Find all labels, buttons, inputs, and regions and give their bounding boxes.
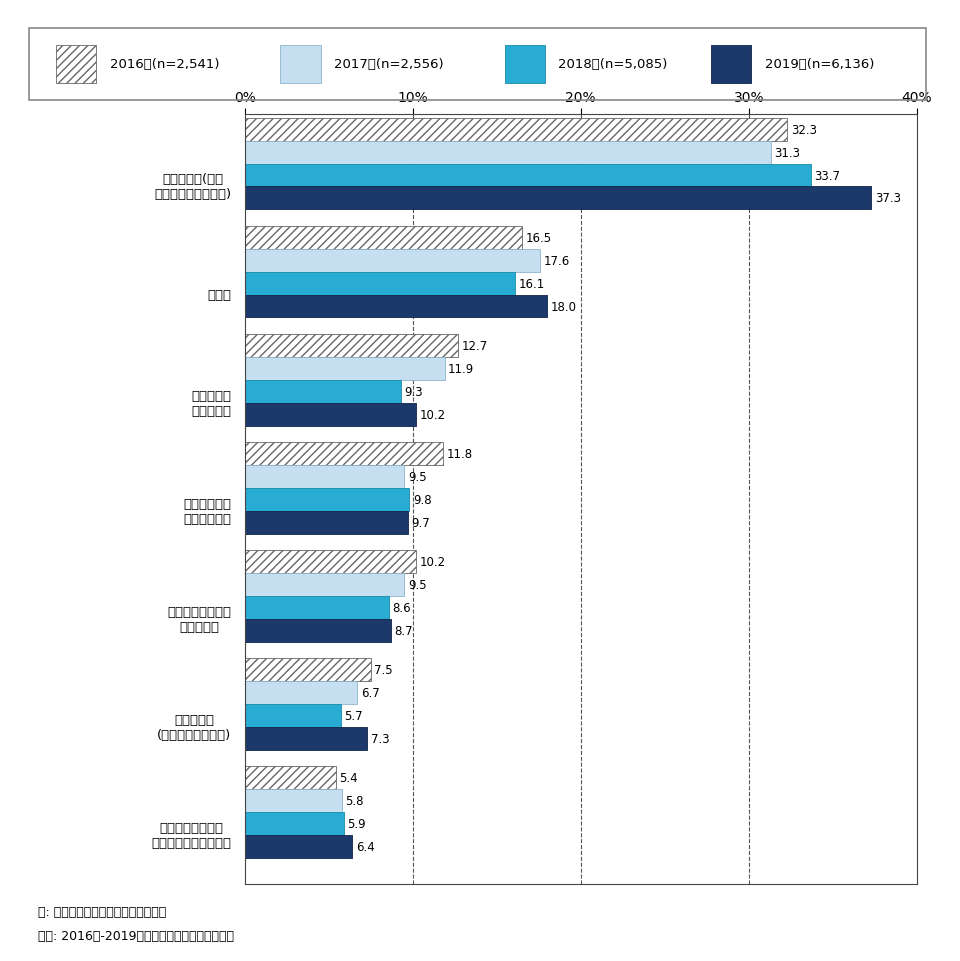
Text: 8.7: 8.7 [395, 624, 413, 637]
Text: 31.3: 31.3 [774, 146, 800, 160]
Text: 10.2: 10.2 [420, 408, 445, 421]
Text: 9.3: 9.3 [404, 385, 423, 398]
Text: 16.5: 16.5 [525, 232, 551, 244]
FancyBboxPatch shape [505, 46, 545, 84]
Bar [245, 465, 404, 488]
Bar [245, 295, 547, 318]
Bar [245, 596, 390, 619]
Bar [245, 488, 410, 511]
Text: 11.8: 11.8 [446, 448, 472, 460]
Text: 16.1: 16.1 [518, 278, 545, 290]
Text: 2018年(n=5,085): 2018年(n=5,085) [559, 59, 668, 71]
Text: 10.2: 10.2 [420, 555, 445, 568]
Bar [245, 727, 368, 750]
Bar [245, 141, 771, 164]
Bar [245, 704, 341, 727]
Text: 12.7: 12.7 [462, 339, 488, 353]
Bar [245, 658, 371, 681]
Bar [245, 164, 811, 187]
Text: 家族や友人と同じ
携帯電話事業者にする: 家族や友人と同じ 携帯電話事業者にする [152, 821, 231, 849]
Bar [245, 574, 404, 596]
Bar [245, 766, 336, 789]
Bar [245, 511, 408, 534]
Text: 6.4: 6.4 [355, 840, 374, 853]
Text: 5.9: 5.9 [348, 817, 366, 830]
Bar [245, 118, 787, 141]
Text: 出所: 2016年-2019年一般向けモバイル動向調査: 出所: 2016年-2019年一般向けモバイル動向調査 [38, 929, 234, 943]
Bar [245, 187, 872, 210]
Bar [245, 404, 416, 426]
Text: スマートフォンが
欲しかった: スマートフォンが 欲しかった [167, 605, 231, 633]
Text: 9.5: 9.5 [408, 470, 426, 483]
FancyBboxPatch shape [280, 46, 321, 84]
Bar [245, 334, 458, 357]
Text: 8.6: 8.6 [393, 602, 411, 614]
FancyBboxPatch shape [56, 46, 96, 84]
Text: 端末の汚れや
キズが増えた: 端末の汚れや キズが増えた [183, 497, 231, 525]
Text: 9.8: 9.8 [413, 493, 431, 506]
Text: 2017年(n=2,556): 2017年(n=2,556) [334, 59, 444, 71]
Text: 17.6: 17.6 [543, 255, 570, 267]
Text: 新モデルが
発売された: 新モデルが 発売された [191, 389, 231, 417]
Text: 注: スマホ・ケータイ所有者が回答。: 注: スマホ・ケータイ所有者が回答。 [38, 905, 167, 919]
Text: 37.3: 37.3 [875, 192, 900, 206]
Text: 5.4: 5.4 [339, 772, 357, 784]
Text: 32.3: 32.3 [791, 124, 817, 136]
Text: 7.3: 7.3 [371, 732, 390, 745]
Text: 5.7: 5.7 [344, 709, 363, 722]
Text: 2016年(n=2,541): 2016年(n=2,541) [109, 59, 219, 71]
Bar [245, 789, 342, 812]
Bar [245, 835, 352, 858]
Bar [245, 381, 401, 404]
Bar [245, 272, 516, 295]
Text: 価格面から
(ポイント利用など): 価格面から (ポイント利用など) [157, 713, 231, 741]
Text: 電池の劣化(長い
時間もたなくなった): 電池の劣化(長い 時間もたなくなった) [155, 173, 231, 201]
Bar [245, 357, 444, 381]
Bar [245, 681, 357, 704]
Bar [245, 551, 416, 574]
FancyBboxPatch shape [711, 46, 752, 84]
Text: 9.5: 9.5 [408, 579, 426, 591]
Bar [245, 250, 540, 272]
Text: 33.7: 33.7 [814, 169, 840, 183]
Text: 2019年(n=6,136): 2019年(n=6,136) [765, 59, 875, 71]
Text: 18.0: 18.0 [550, 300, 577, 313]
Text: 壊れた: 壊れた [207, 288, 231, 302]
Text: 5.8: 5.8 [346, 794, 364, 807]
Bar [245, 442, 444, 465]
Text: 7.5: 7.5 [374, 663, 393, 677]
Bar [245, 812, 344, 835]
Text: 9.7: 9.7 [411, 516, 430, 530]
Text: 6.7: 6.7 [361, 686, 379, 700]
Bar [245, 227, 522, 250]
Bar [245, 619, 391, 642]
Text: 11.9: 11.9 [448, 362, 474, 376]
